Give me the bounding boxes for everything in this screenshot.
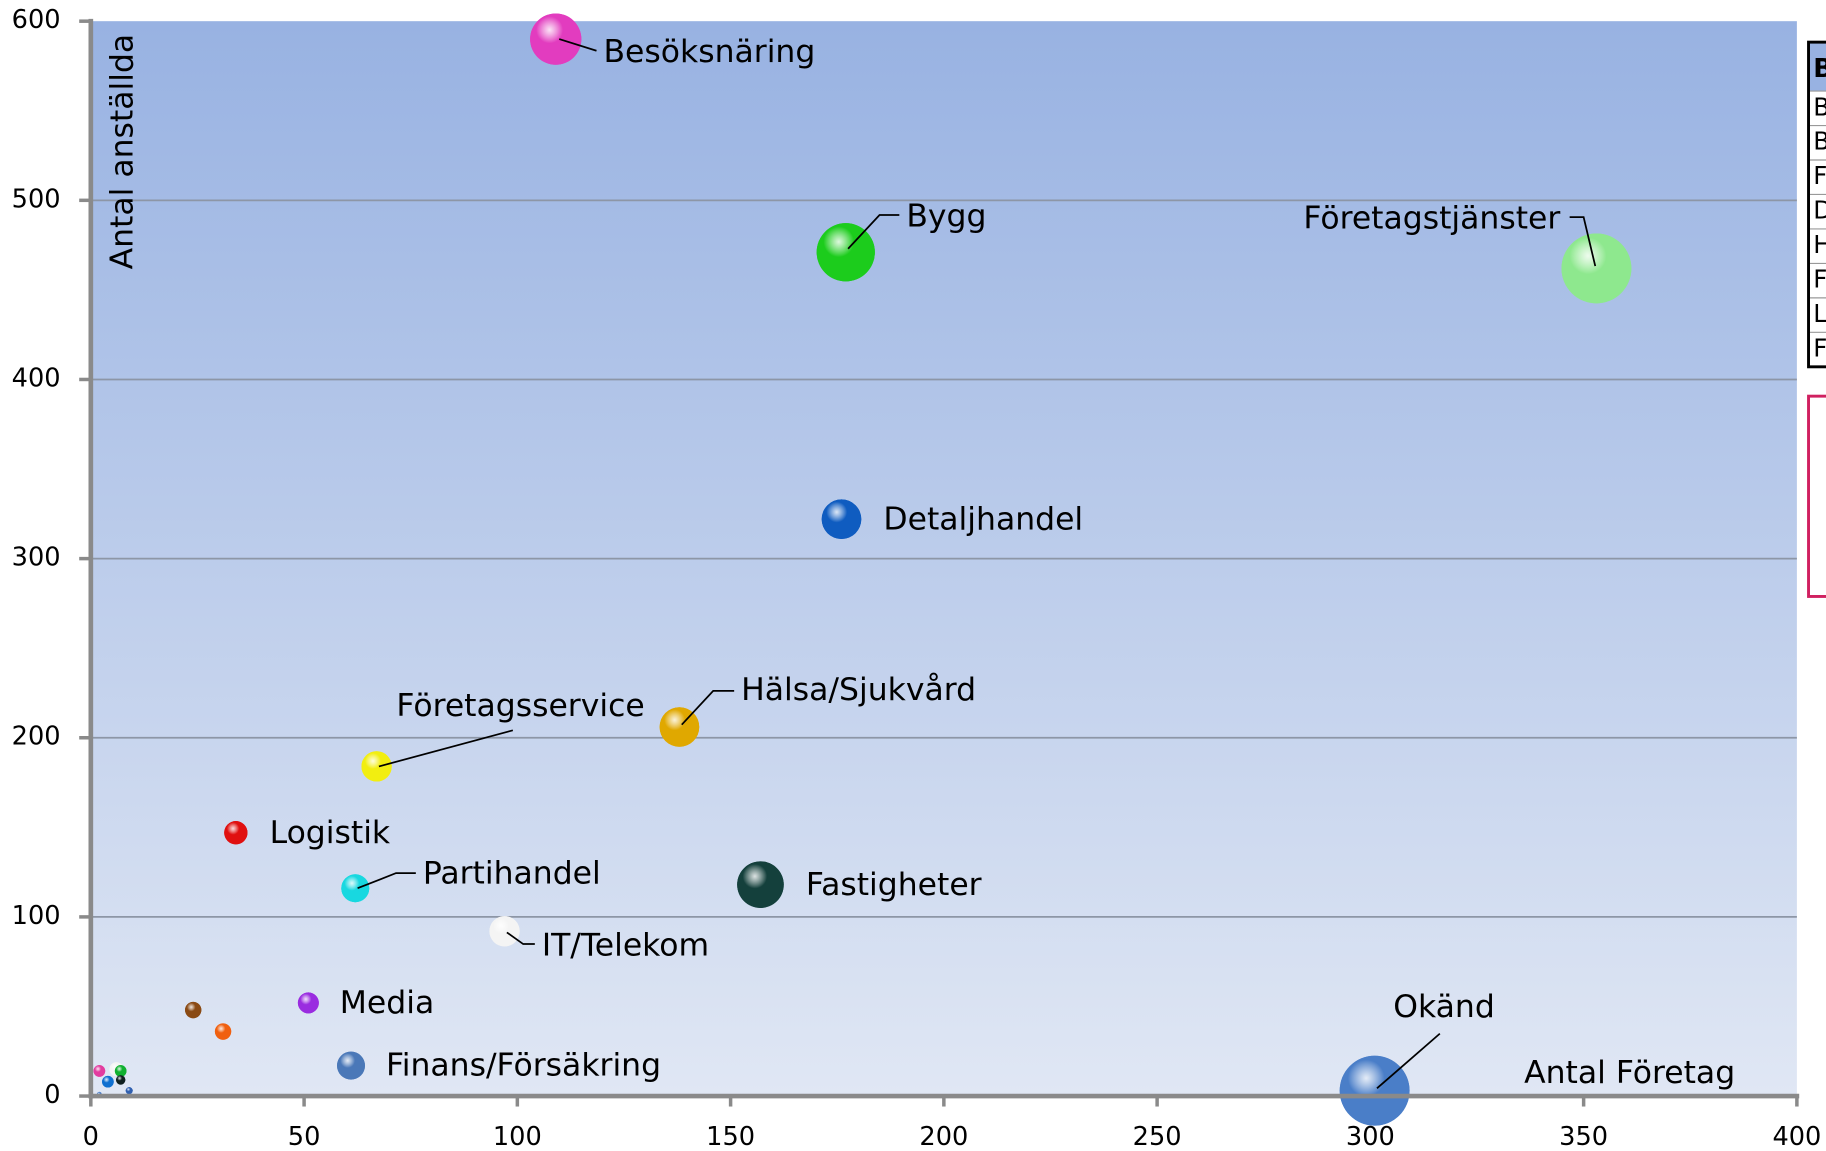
x-axis-title: Antal Företag <box>1524 1055 1735 1091</box>
bubble-shade <box>125 1087 133 1095</box>
bubble-shade <box>361 751 392 782</box>
leader-line <box>1569 216 1597 267</box>
bubble-shade <box>114 1065 127 1077</box>
leader-line <box>1376 1032 1441 1090</box>
y-axis-title: Antal anställda <box>104 34 140 270</box>
bubble-shade <box>185 1001 202 1019</box>
bubble-shade <box>102 1075 114 1088</box>
y-tick-label: 200 <box>12 722 61 752</box>
y-tick-label: 500 <box>12 184 61 214</box>
y-tick-label: 600 <box>12 5 61 35</box>
side-table-cell: B <box>1813 92 1826 121</box>
side-table-cell: L <box>1813 299 1826 328</box>
bubble-label: Fastigheter <box>806 867 982 903</box>
side-table-border <box>1807 40 1826 369</box>
bubbles: Besöksnäring Bygg Företagstjänster Detaljha… <box>93 13 1632 1126</box>
side-table-cell: H <box>1813 230 1826 259</box>
leader-line <box>506 931 535 945</box>
bubble-shade <box>93 1065 106 1077</box>
bubble-shade <box>297 992 319 1014</box>
side-table-cell: F <box>1813 265 1826 294</box>
bubble-shade <box>737 861 784 908</box>
x-tick-label: 100 <box>493 1122 542 1151</box>
leader-line <box>847 214 900 250</box>
bubble-label: Besöksnäring <box>603 34 815 70</box>
side-table-header: B <box>1813 54 1826 84</box>
bubble-shade <box>821 499 862 539</box>
bubble-shade <box>116 1075 126 1085</box>
bubble-label: Bygg <box>906 198 986 234</box>
leader-line <box>558 38 597 52</box>
side-table-header-bg <box>1808 42 1826 92</box>
side-table-cell: F <box>1813 334 1826 363</box>
leader-line <box>357 872 416 890</box>
x-tick-label: 300 <box>1346 1122 1395 1151</box>
bubble-label: Detaljhandel <box>883 501 1083 537</box>
bubble-shade <box>1561 233 1632 304</box>
bubble-shade <box>224 821 248 845</box>
bubble-label: Finans/Försäkring <box>386 1048 661 1084</box>
side-table: BBBFDHFLF <box>1807 40 1826 369</box>
x-tick-label: 200 <box>919 1122 968 1151</box>
x-tick-label: 400 <box>1772 1122 1821 1151</box>
y-tick-label: 100 <box>12 901 61 931</box>
x-tick-label: 350 <box>1559 1122 1608 1151</box>
bubble-label: Företagstjänster <box>1303 200 1560 236</box>
bubble-label: Partihandel <box>423 855 601 891</box>
bubble-label: IT/Telekom <box>542 927 709 963</box>
side-table-cell: D <box>1813 196 1826 225</box>
bubble-label: Företagsservice <box>396 688 644 724</box>
y-tick-label: 300 <box>12 543 61 573</box>
bubble-label: Media <box>340 985 434 1021</box>
bubble-label: Okänd <box>1393 989 1495 1025</box>
bubble-shade <box>214 1023 232 1040</box>
leader-line <box>378 729 514 768</box>
bubble-shade <box>1339 1055 1410 1126</box>
x-tick-label: 0 <box>83 1122 99 1151</box>
x-tick-label: 250 <box>1133 1122 1182 1151</box>
side-table-cell: B <box>1813 127 1826 156</box>
bubble-shade <box>341 874 370 903</box>
bubble-shade <box>337 1051 365 1080</box>
bubble-shade <box>530 13 582 65</box>
x-tick-label: 50 <box>288 1122 321 1151</box>
x-tick-label: 150 <box>706 1122 755 1151</box>
y-tick-label: 0 <box>44 1080 60 1110</box>
grid <box>79 19 1799 1107</box>
bubble-shade <box>816 223 875 282</box>
bubble-shade <box>489 916 520 947</box>
side-box <box>1807 394 1826 598</box>
y-tick-label: 400 <box>12 363 61 393</box>
side-table-cell: F <box>1813 161 1826 190</box>
bubble-label: Logistik <box>270 815 391 851</box>
bubble-label: Hälsa/Sjukvård <box>741 671 976 708</box>
leader-line <box>681 690 735 726</box>
